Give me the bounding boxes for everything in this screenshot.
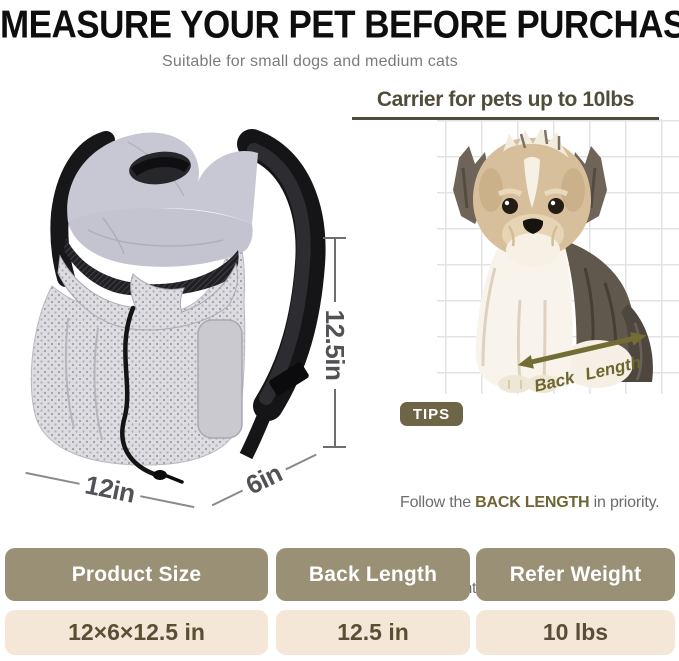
width-line-right — [140, 494, 195, 508]
tips-line-1-prefix: Follow the — [400, 494, 476, 511]
height-line-top-cap — [323, 237, 346, 239]
height-line-upper — [334, 239, 336, 302]
tips-line-1: Follow the BACK LENGTH in priority. — [400, 489, 678, 518]
dog-photo — [453, 128, 653, 393]
page-title: MEASURE YOUR PET BEFORE PURCHASE — [0, 3, 679, 47]
backpack-photo — [30, 129, 326, 484]
spec-header-refer-weight: Refer Weight — [476, 548, 675, 601]
back-length-annotation: Back Length — [516, 327, 655, 400]
tips-line-1-bold: BACK LENGTH — [475, 494, 590, 511]
tips-line-1-suffix: in priority. — [589, 494, 660, 511]
height-measurement-label: 12.5in — [320, 309, 351, 381]
width-line-left — [25, 471, 80, 485]
height-line-lower — [334, 389, 336, 447]
carrier-capacity-heading: Carrier for pets up to 10lbs — [352, 88, 659, 120]
height-line-bottom-cap — [323, 446, 346, 448]
spec-header-back-length: Back Length — [276, 548, 470, 601]
page-subtitle: Suitable for small dogs and medium cats — [162, 53, 458, 70]
spec-value-refer-weight: 10 lbs — [476, 610, 675, 655]
spec-value-product-size: 12×6×12.5 in — [5, 610, 268, 655]
depth-line-left — [211, 489, 243, 506]
back-length-arrow-icon — [517, 332, 647, 369]
depth-line-right — [285, 453, 317, 470]
spec-header-product-size: Product Size — [5, 548, 268, 601]
tips-badge: TIPS — [400, 402, 463, 426]
spec-value-back-length: 12.5 in — [276, 610, 470, 655]
